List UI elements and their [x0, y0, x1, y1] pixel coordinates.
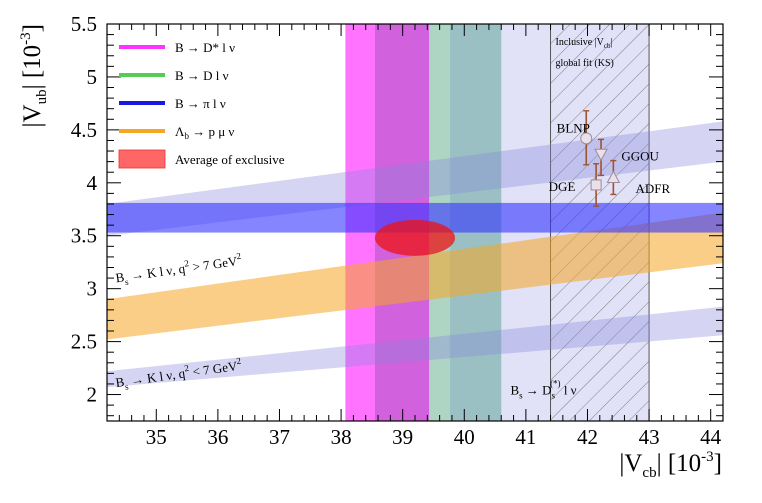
inclusive-label-main: Inclusive |V	[556, 37, 605, 48]
x-axis-title: |Vcb| [10-3]	[619, 449, 722, 481]
legend: B → D* l ν B → D l ν B → π l ν Λb → p μ ν Av…	[118, 40, 285, 169]
annotation-main: B	[115, 374, 126, 390]
inclusive-label-line2: global fit (KS)	[556, 58, 614, 69]
x-tick-label: 41	[515, 425, 536, 449]
y-title-sub: ub	[34, 89, 50, 104]
annotation-sup2: 2	[236, 251, 242, 262]
x-tick-label: 36	[207, 425, 228, 449]
marker-square	[590, 179, 602, 191]
legend-label: B → π l ν	[175, 96, 226, 111]
diag-band-2	[107, 306, 723, 388]
diag-band-1	[107, 212, 723, 340]
y-title-unit: | [10	[19, 45, 46, 90]
marker-triangle-down	[594, 148, 608, 162]
point-label-adfr: ADFR	[636, 181, 671, 196]
legend-entry-3: Λb → p μ ν	[119, 124, 234, 141]
y-tick-label: 3.5	[71, 224, 97, 248]
overlay-layer: BLNP GGOU DGE ADFR Inclusive |Vcb| global fit…	[114, 37, 671, 401]
y-tick-label: 4	[87, 171, 98, 195]
point-label-blnp: BLNP	[557, 121, 590, 136]
x-title-sub: cb	[642, 465, 656, 481]
inclusive-label-end: |	[611, 37, 613, 48]
axes: 35 36 37 38 39 40 41 42 43 4422.533.544.555.5|Vcb…	[18, 12, 724, 481]
y-tick-label: 4.5	[71, 118, 97, 142]
legend-label-main: B → D* l ν	[175, 40, 235, 55]
legend-label-sub: b	[184, 131, 189, 141]
annotation-main: B	[115, 269, 126, 285]
x-tick-label: 42	[577, 425, 598, 449]
inclusive-point-ggou	[594, 138, 608, 177]
annotation-rest: → K l ν, q	[127, 261, 187, 284]
x-tick-label: 40	[454, 425, 475, 449]
annotation-tail: l ν	[561, 383, 577, 398]
legend-entry-2: B → π l ν	[119, 96, 226, 111]
legend-label-main: B → D l ν	[175, 68, 229, 83]
annotation-sup2: 2	[236, 356, 242, 367]
y-title-exp: -3	[18, 32, 34, 45]
annotation-sup: (*)	[550, 379, 561, 389]
x-title-unit: | [10	[657, 450, 702, 477]
marker-triangle-up	[606, 170, 621, 184]
y-tick-label: 5.5	[71, 12, 97, 36]
annotation-sup: 2	[184, 258, 190, 269]
x-title-close: ]	[714, 450, 722, 477]
legend-label: Λb → p μ ν	[175, 124, 234, 141]
legend-label: B → D l ν	[175, 68, 229, 83]
inclusive-point-adfr	[606, 159, 621, 196]
x-tick-label: 35	[146, 425, 167, 449]
legend-label-main: Λ	[175, 124, 185, 139]
legend-entry-0: B → D* l ν	[119, 40, 235, 55]
annotation-0: Bs → K l ν, q2 > 7 GeV2	[114, 251, 243, 289]
x-tick-label: 43	[639, 425, 660, 449]
legend-label-main: Average of exclusive	[175, 152, 285, 167]
annotation-sup: 2	[184, 363, 190, 374]
plot-area	[107, 24, 723, 421]
annotation-sub2: s	[552, 391, 556, 401]
x-tick-label: 39	[392, 425, 413, 449]
legend-entry-1: B → D l ν	[119, 68, 229, 83]
y-title-main: |V	[19, 104, 46, 127]
annotation-rest: → D	[523, 383, 552, 398]
x-tick-label: 38	[331, 425, 352, 449]
x-title-exp: -3	[701, 449, 714, 465]
point-label-dge: DGE	[549, 179, 576, 194]
legend-label-rest: → p μ ν	[189, 124, 234, 139]
inclusive-point-blnp	[580, 110, 593, 166]
x-tick-label: 37	[269, 425, 290, 449]
x-tick-label: 44	[700, 425, 722, 449]
legend-label: Average of exclusive	[175, 152, 285, 167]
annotation-sub: s	[124, 381, 129, 391]
y-axis-title: |Vub| [10-3]	[18, 24, 50, 127]
annotation-main: B	[510, 383, 519, 398]
x-title-main: |V	[619, 450, 642, 477]
y-tick-label: 5	[87, 65, 98, 89]
marker-circle	[580, 132, 593, 145]
inclusive-label-line1: Inclusive |Vcb|	[556, 37, 613, 50]
annotation-tail: > 7 GeV	[188, 253, 238, 275]
legend-label-main: B → π l ν	[175, 96, 226, 111]
y-title-close: ]	[19, 24, 46, 32]
annotation-tail: < 7 GeV	[188, 358, 238, 380]
annotation-1: Bs → K l ν, q2 < 7 GeV2	[114, 356, 243, 394]
annotation-sub: s	[519, 391, 523, 401]
exclusive-average-ellipse	[374, 219, 456, 256]
annotation-sub: s	[124, 277, 129, 287]
annotation-2: Bs → Ds (*) l ν	[510, 379, 576, 401]
legend-entry-4: Average of exclusive	[118, 149, 285, 169]
inclusive-point-dge	[590, 163, 602, 207]
y-tick-label: 3	[87, 277, 98, 301]
y-tick-label: 2	[87, 383, 98, 407]
inclusive-label-sub: cb	[604, 42, 611, 50]
legend-label: B → D* l ν	[175, 40, 235, 55]
y-tick-label: 2.5	[71, 330, 97, 354]
legend-swatch-box	[118, 149, 166, 169]
point-label-ggou: GGOU	[621, 148, 659, 163]
